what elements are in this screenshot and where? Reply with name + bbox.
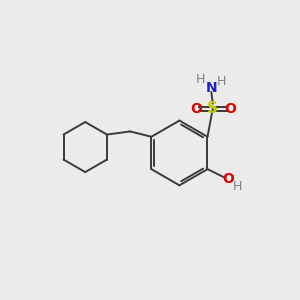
- Text: N: N: [206, 81, 217, 94]
- Text: H: H: [217, 75, 226, 88]
- Text: O: O: [222, 172, 234, 186]
- Text: H: H: [232, 180, 242, 193]
- Text: O: O: [224, 102, 236, 116]
- Text: O: O: [190, 102, 202, 116]
- Text: S: S: [207, 101, 218, 116]
- Text: H: H: [195, 73, 205, 86]
